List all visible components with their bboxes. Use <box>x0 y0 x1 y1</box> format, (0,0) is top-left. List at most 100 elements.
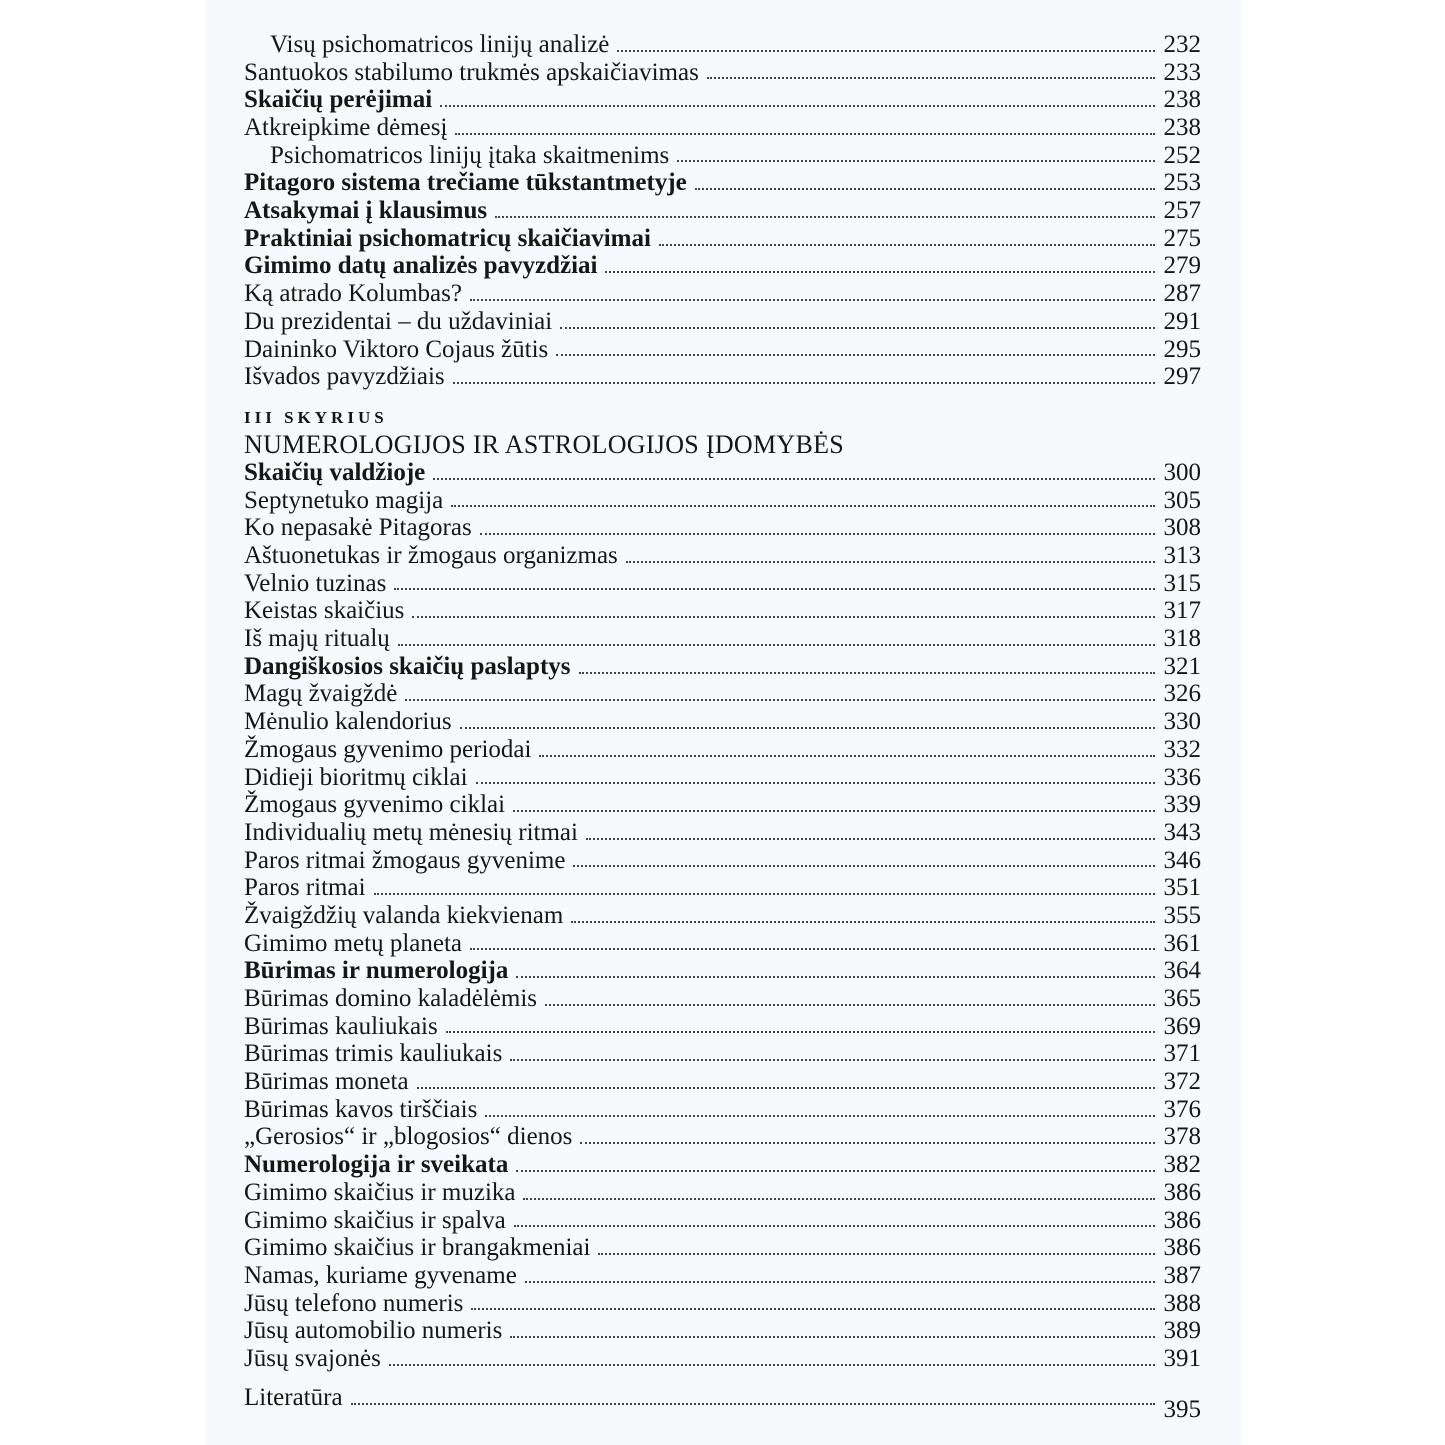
toc-entry[interactable]: Ko nepasakė Pitagoras 308 <box>244 514 1201 542</box>
entry-title: Būrimas trimis kauliukais <box>244 1040 503 1068</box>
toc-entry[interactable]: Didieji bioritmų ciklai 336 <box>244 764 1201 792</box>
dot-leader <box>677 160 1155 163</box>
entry-page: 369 <box>1163 1012 1202 1040</box>
toc-entry[interactable]: „Gerosios“ ir „blogosios“ dienos 378 <box>244 1123 1201 1152</box>
toc-entry[interactable]: Paros ritmai 351 <box>244 874 1201 902</box>
toc-entry[interactable]: Individualių metų mėnesių ritmai 343 <box>244 819 1201 847</box>
toc-entry[interactable]: Žmogaus gyvenimo ciklai 339 <box>244 791 1201 819</box>
entry-page: 238 <box>1163 114 1202 142</box>
dot-leader <box>580 1142 1155 1145</box>
toc-entry[interactable]: Dangiškosios skaičių paslaptys 321 <box>244 653 1201 681</box>
entry-title: Iš majų ritualų <box>244 625 390 653</box>
entry-title: Septynetuko magija <box>244 486 444 514</box>
toc-entry[interactable]: Atsakymai į klausimus 257 <box>244 197 1201 225</box>
dot-leader <box>524 1280 1155 1283</box>
entry-page: 387 <box>1163 1261 1202 1289</box>
toc-entry[interactable]: Gimimo skaičius ir brangakmeniai 386 <box>244 1234 1201 1262</box>
toc-entry[interactable]: Gimimo skaičius ir muzika 386 <box>244 1179 1201 1207</box>
entry-title: Ko nepasakė Pitagoras <box>244 514 472 542</box>
entry-title: Jūsų automobilio numeris <box>244 1317 503 1345</box>
entry-page: 382 <box>1163 1151 1202 1179</box>
toc-entry[interactable]: Išvados pavyzdžiais 297 <box>244 363 1201 391</box>
toc-entry[interactable]: Santuokos stabilumo trukmės apskaičiavim… <box>244 59 1201 87</box>
dot-leader <box>350 1402 1155 1405</box>
entry-title: Gimimo metų planeta <box>244 929 463 957</box>
toc-entry[interactable]: Būrimas domino kaladėlėmis 365 <box>244 985 1201 1013</box>
entry-title: Žmogaus gyvenimo ciklai <box>244 791 506 819</box>
entry-title: Praktiniai psichomatricų skaičiavimai <box>244 224 651 252</box>
toc-entry[interactable]: Skaičių perėjimai 238 <box>244 86 1201 114</box>
toc-entry[interactable]: Būrimas ir numerologija 364 <box>244 957 1201 985</box>
dot-leader <box>513 809 1155 812</box>
toc-entry[interactable]: Septynetuko magija 305 <box>244 487 1201 515</box>
toc-entry[interactable]: Skaičių valdžioje 300 <box>244 459 1201 487</box>
toc-entry[interactable]: Aštuonetukas ir žmogaus organizmas 313 <box>244 542 1201 570</box>
toc-entry[interactable]: Būrimas kavos tirščiais 376 <box>244 1096 1201 1124</box>
toc-entry[interactable]: Literatūra 395 <box>244 1383 1201 1423</box>
entry-title: Daininko Viktoro Cojaus žūtis <box>244 335 549 363</box>
dot-leader <box>388 1363 1155 1366</box>
entry-title: Skaičių perėjimai <box>244 86 433 114</box>
entry-title: Jūsų telefono numeris <box>244 1289 464 1317</box>
toc-entry[interactable]: Būrimas moneta 372 <box>244 1068 1201 1096</box>
toc-entry[interactable]: Ką atrado Kolumbas? 287 <box>244 280 1201 308</box>
entry-title: Keistas skaičius <box>244 597 405 625</box>
toc-entry[interactable]: Du prezidentai – du uždaviniai 291 <box>244 308 1201 336</box>
entry-title: Išvados pavyzdžiais <box>244 363 445 391</box>
dot-leader <box>556 354 1155 357</box>
toc-entry[interactable]: Pitagoro sistema trečiame tūkstantmetyje… <box>244 169 1201 197</box>
entry-page: 317 <box>1163 597 1202 625</box>
toc-entry[interactable]: Iš majų ritualų 318 <box>244 625 1201 653</box>
toc-entry[interactable]: Magų žvaigždė 326 <box>244 680 1201 709</box>
toc-entry[interactable]: Žmogaus gyvenimo periodai 332 <box>244 736 1201 764</box>
toc-entry[interactable]: Atkreipkime dėmesį 238 <box>244 114 1201 142</box>
toc-entry[interactable]: Jūsų automobilio numeris 389 <box>244 1317 1201 1345</box>
dot-leader <box>510 1059 1155 1062</box>
dot-leader <box>560 326 1155 329</box>
entry-title: Atsakymai į klausimus <box>244 197 488 225</box>
entry-title: Aštuonetukas ir žmogaus organizmas <box>244 542 618 570</box>
toc-entry[interactable]: Psichomatricos linijų įtaka skaitmenims 2… <box>244 142 1201 170</box>
chapter-title: NUMEROLOGIJOS IR ASTROLOGIJOS ĮDOMYBĖS <box>244 430 845 459</box>
toc-entry[interactable]: Gimimo datų analizės pavyzdžiai 279 <box>244 252 1201 281</box>
dot-leader <box>475 782 1155 785</box>
toc-entry[interactable]: Namas, kuriame gyvename 387 <box>244 1262 1201 1290</box>
toc-entry[interactable]: Praktiniai psichomatricų skaičiavimai 275 <box>244 225 1201 253</box>
toc-entry[interactable]: Būrimas trimis kauliukais 371 <box>244 1040 1201 1068</box>
toc-entry[interactable]: Numerologija ir sveikata 382 <box>244 1151 1201 1179</box>
entry-title: Būrimas kavos tirščiais <box>244 1095 478 1123</box>
entry-page: 332 <box>1163 735 1202 763</box>
dot-leader <box>433 477 1155 480</box>
toc-entry[interactable]: Velnio tuzinas 315 <box>244 570 1201 598</box>
toc-entry[interactable]: Visų psichomatricos linijų analizė 232 <box>244 31 1201 59</box>
toc-entry[interactable]: Žvaigždžių valanda kiekvienam 355 <box>244 902 1201 930</box>
dot-leader <box>485 1114 1155 1117</box>
toc-entry[interactable]: Paros ritmai žmogaus gyvenime 346 <box>244 847 1201 875</box>
entry-page: 364 <box>1163 957 1202 985</box>
toc-entry[interactable]: Būrimas kauliukais 369 <box>244 1013 1201 1041</box>
entry-page: 315 <box>1163 569 1202 597</box>
toc-entry[interactable]: Gimimo skaičius ir spalva 386 <box>244 1207 1201 1235</box>
entry-page: 386 <box>1163 1178 1202 1206</box>
entry-title: Gimimo skaičius ir brangakmeniai <box>244 1234 591 1262</box>
toc-entry[interactable]: Keistas skaičius 317 <box>244 597 1201 625</box>
entry-title: Magų žvaigždė <box>244 680 398 708</box>
entry-title: Literatūra <box>244 1383 343 1411</box>
toc-entry[interactable]: Jūsų telefono numeris 388 <box>244 1290 1201 1318</box>
entry-title: Būrimas ir numerologija <box>244 957 509 985</box>
toc-entry[interactable]: Jūsų svajonės 391 <box>244 1345 1201 1373</box>
dot-leader <box>694 188 1155 191</box>
entry-page: 386 <box>1163 1234 1202 1262</box>
dot-leader <box>605 271 1155 274</box>
dot-leader <box>523 1197 1155 1200</box>
toc-entry[interactable]: Daininko Viktoro Cojaus žūtis 295 <box>244 336 1201 364</box>
entry-title: Paros ritmai žmogaus gyvenime <box>244 846 566 874</box>
entry-page: 339 <box>1163 791 1202 819</box>
entry-page: 257 <box>1163 197 1202 225</box>
toc-entry[interactable]: Mėnulio kalendorius 330 <box>244 708 1201 736</box>
entry-page: 371 <box>1163 1040 1202 1068</box>
dot-leader <box>516 976 1155 979</box>
dot-leader <box>479 533 1155 536</box>
toc-entry[interactable]: Gimimo metų planeta 361 <box>244 930 1201 958</box>
entry-title: Visų psichomatricos linijų analizė <box>270 30 610 58</box>
